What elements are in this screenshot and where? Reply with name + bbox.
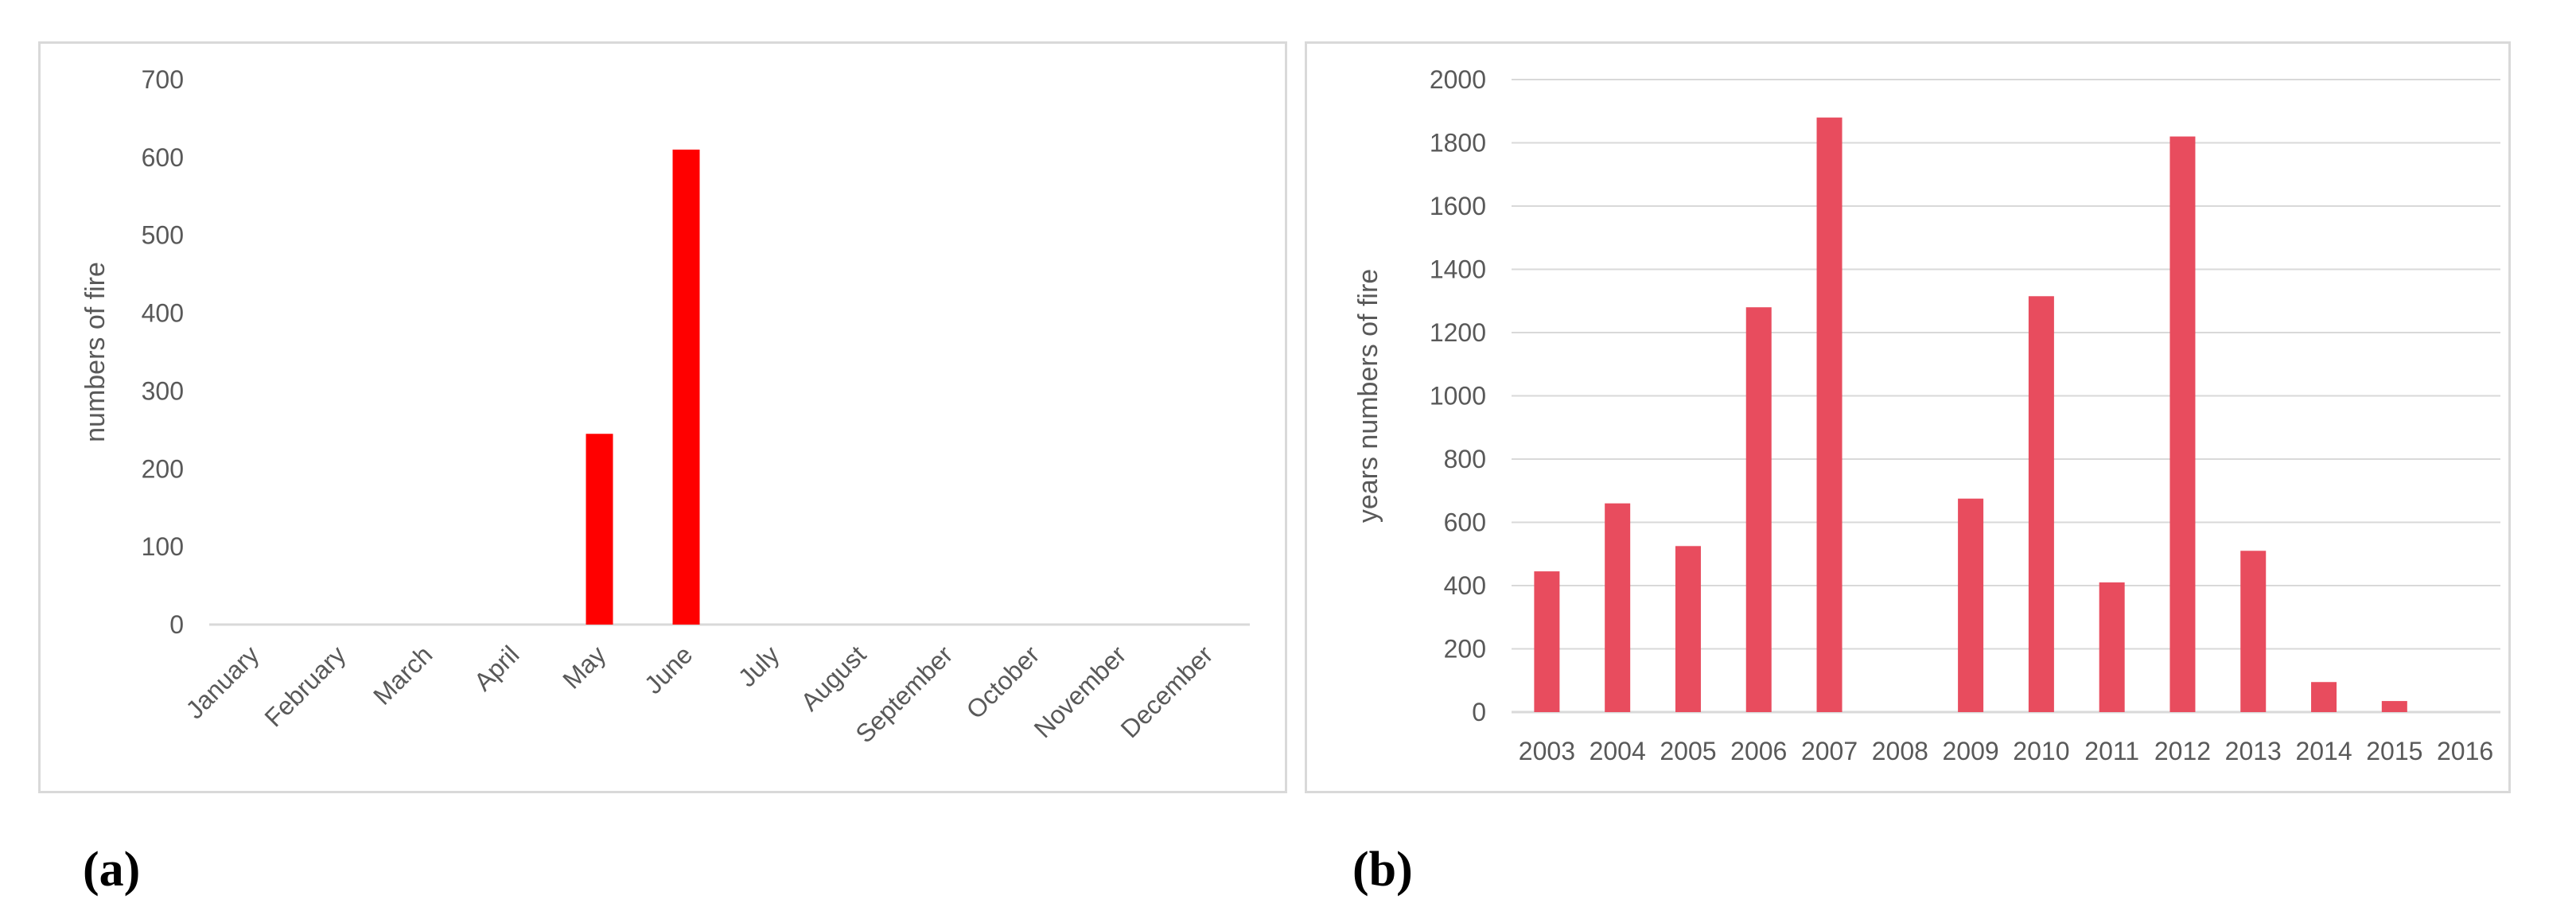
y-tick-label: 800 <box>1444 445 1486 473</box>
x-tick-label: June <box>639 640 698 699</box>
bar-2007 <box>1816 117 1843 712</box>
y-axis-label: numbers of fire <box>80 262 111 442</box>
y-tick-label: 400 <box>142 299 184 328</box>
bar-2012 <box>2169 136 2196 713</box>
x-tick-label: 2004 <box>1590 737 1646 765</box>
bar-2010 <box>2028 296 2054 713</box>
y-tick-label: 600 <box>1444 508 1486 537</box>
chart-panel-b: 0 200 400 600 800 1000 1200 1400 1600 1800 2000 200… <box>1305 41 2511 793</box>
x-tick-label: January <box>180 640 264 724</box>
y-tick-label: 1800 <box>1430 129 1486 158</box>
bar-june <box>672 150 700 625</box>
y-tick-label: 200 <box>142 454 184 483</box>
x-tick-label: 2007 <box>1801 737 1858 765</box>
x-tick-label: July <box>733 640 785 692</box>
x-tick-label: 2011 <box>2084 737 2139 765</box>
y-tick-label: 0 <box>169 610 184 639</box>
bar-2015 <box>2381 701 2407 712</box>
yearly-fire-bar-chart: 0 200 400 600 800 1000 1200 1400 1600 1800 2000 200… <box>1353 65 2500 765</box>
bar-may <box>586 434 613 625</box>
x-tick-label: 2015 <box>2366 737 2422 765</box>
x-tick-label: 2006 <box>1730 737 1787 765</box>
y-tick-label: 700 <box>142 65 184 94</box>
x-tick-label: November <box>1029 640 1132 743</box>
chart-panel-a: 0 100 200 300 400 500 600 700 January February Mar… <box>38 41 1287 793</box>
x-tick-label: 2003 <box>1519 737 1575 765</box>
y-tick-label: 2000 <box>1430 65 1486 94</box>
y-tick-label: 500 <box>142 221 184 250</box>
panel-label-a: (a) <box>83 843 141 897</box>
panel-label-b: (b) <box>1352 843 1413 897</box>
bar-2005 <box>1675 546 1701 712</box>
x-tick-label: 2012 <box>2154 737 2211 765</box>
x-tick-label: 2009 <box>1943 737 1999 765</box>
x-tick-label: August <box>796 640 872 716</box>
x-tick-label: March <box>368 640 438 710</box>
x-tick-label: February <box>259 640 351 732</box>
x-tick-label: December <box>1115 640 1219 743</box>
bar-2003 <box>1534 571 1560 712</box>
y-tick-label: 0 <box>1472 698 1486 726</box>
y-axis-label: years numbers of fire <box>1353 269 1383 523</box>
x-tick-label: 2016 <box>2437 737 2493 765</box>
x-tick-label: May <box>557 640 611 694</box>
y-tick-label: 200 <box>1444 635 1486 664</box>
bar-2006 <box>1745 307 1772 712</box>
y-tick-label: 1200 <box>1430 318 1486 347</box>
x-tick-label: 2008 <box>1872 737 1928 765</box>
y-tick-label: 1600 <box>1430 192 1486 220</box>
bar-2014 <box>2311 682 2337 712</box>
y-tick-label: 400 <box>1444 571 1486 600</box>
x-tick-label: October <box>961 640 1045 724</box>
y-tick-label: 100 <box>142 532 184 561</box>
bar-2004 <box>1605 503 1631 712</box>
y-tick-label: 1400 <box>1430 255 1486 284</box>
y-tick-label: 1000 <box>1430 382 1486 411</box>
x-tick-label: 2010 <box>2013 737 2069 765</box>
bar-2009 <box>1958 498 1984 712</box>
y-tick-label: 300 <box>142 376 184 405</box>
x-tick-label: April <box>469 640 525 696</box>
y-tick-label: 600 <box>142 143 184 172</box>
bar-2011 <box>2099 582 2125 712</box>
x-tick-label: 2013 <box>2225 737 2282 765</box>
bar-2013 <box>2240 551 2267 712</box>
x-tick-label: 2014 <box>2295 737 2352 765</box>
x-tick-label: 2005 <box>1660 737 1716 765</box>
